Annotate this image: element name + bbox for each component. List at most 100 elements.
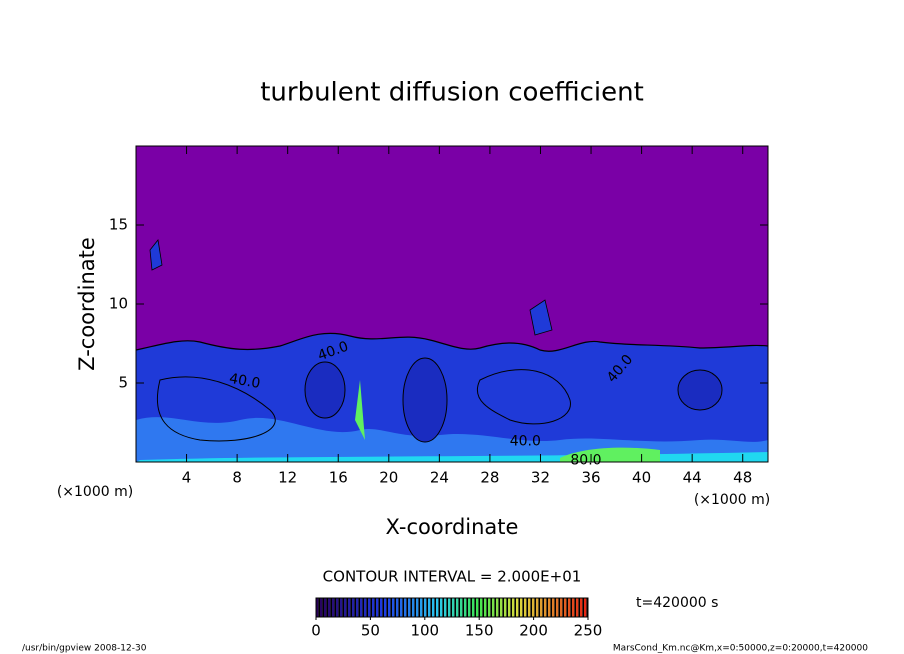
colorbar-stripe-gap bbox=[506, 598, 508, 617]
colorbar-stripe bbox=[420, 598, 423, 617]
colorbar-stripe-gap bbox=[446, 598, 448, 617]
footer-right: MarsCond_Km.nc@Km,x=0:50000,z=0:20000,t=… bbox=[613, 644, 868, 654]
colorbar-stripe bbox=[456, 598, 459, 617]
contour-field bbox=[136, 146, 768, 462]
colorbar-stripe bbox=[564, 598, 567, 617]
colorbar-stripe bbox=[332, 598, 335, 617]
x-unit-right: (×1000 m) bbox=[694, 492, 770, 508]
x-tick-label: 36 bbox=[581, 469, 600, 487]
colorbar-stripe-gap bbox=[566, 598, 568, 617]
colorbar-stripe bbox=[408, 598, 411, 617]
colorbar-stripe-gap bbox=[498, 598, 500, 617]
colorbar-stripe bbox=[536, 598, 539, 617]
colorbar-stripe bbox=[436, 598, 439, 617]
colorbar-stripe-gap bbox=[386, 598, 388, 617]
colorbar-stripe bbox=[324, 598, 327, 617]
x-tick-label: 48 bbox=[733, 469, 752, 487]
colorbar-stripe bbox=[484, 598, 487, 617]
colorbar-stripe-gap bbox=[402, 598, 404, 617]
colorbar-stripe-gap bbox=[462, 598, 464, 617]
x-tick-label: 24 bbox=[430, 469, 449, 487]
colorbar-stripe bbox=[488, 598, 491, 617]
colorbar-stripe bbox=[468, 598, 471, 617]
colorbar-stripe bbox=[404, 598, 407, 617]
colorbar-stripe-gap bbox=[546, 598, 548, 617]
colorbar-stripe-gap bbox=[326, 598, 328, 617]
colorbar-stripe-gap bbox=[454, 598, 456, 617]
colorbar-tick-label: 100 bbox=[410, 622, 439, 640]
chart-title: turbulent diffusion coefficient bbox=[260, 78, 644, 108]
colorbar-stripe bbox=[392, 598, 395, 617]
colorbar-stripe-gap bbox=[562, 598, 564, 617]
colorbar-stripe-gap bbox=[510, 598, 512, 617]
colorbar-stripe bbox=[520, 598, 523, 617]
colorbar-stripe-gap bbox=[486, 598, 488, 617]
colorbar-stripe-gap bbox=[450, 598, 452, 617]
colorbar-stripe-gap bbox=[370, 598, 372, 617]
colorbar-stripe-gap bbox=[578, 598, 580, 617]
colorbar-stripe-gap bbox=[482, 598, 484, 617]
x-tick-label: 40 bbox=[632, 469, 651, 487]
colorbar-stripe bbox=[344, 598, 347, 617]
y-tick-label: 10 bbox=[109, 295, 128, 313]
colorbar-stripe bbox=[552, 598, 555, 617]
colorbar-stripe bbox=[368, 598, 371, 617]
colorbar-stripe-gap bbox=[358, 598, 360, 617]
colorbar-stripe bbox=[400, 598, 403, 617]
colorbar-stripe bbox=[388, 598, 391, 617]
colorbar-stripe-gap bbox=[502, 598, 504, 617]
colorbar-stripe-gap bbox=[438, 598, 440, 617]
colorbar-stripe bbox=[544, 598, 547, 617]
colorbar-stripe bbox=[576, 598, 579, 617]
colorbar-stripe-gap bbox=[418, 598, 420, 617]
x-tick-label: 4 bbox=[182, 469, 192, 487]
colorbar-stripe bbox=[500, 598, 503, 617]
colorbar-stripe bbox=[556, 598, 559, 617]
footer-left: /usr/bin/gpview 2008-12-30 bbox=[22, 644, 147, 654]
colorbar-stripe-gap bbox=[410, 598, 412, 617]
colorbar-stripe bbox=[340, 598, 343, 617]
colorbar-stripe bbox=[320, 598, 323, 617]
colorbar-stripe-gap bbox=[442, 598, 444, 617]
colorbar-stripe bbox=[452, 598, 455, 617]
colorbar-stripe-gap bbox=[514, 598, 516, 617]
colorbar-stripe bbox=[572, 598, 575, 617]
colorbar-stripe-gap bbox=[322, 598, 324, 617]
colorbar-stripe-gap bbox=[494, 598, 496, 617]
colorbar-stripe-gap bbox=[382, 598, 384, 617]
colorbar-stripe bbox=[492, 598, 495, 617]
colorbar-stripe bbox=[440, 598, 443, 617]
colorbar-stripe bbox=[444, 598, 447, 617]
colorbar-stripe-gap bbox=[586, 598, 588, 617]
colorbar-stripe bbox=[548, 598, 551, 617]
colorbar-stripe bbox=[364, 598, 367, 617]
colorbar-stripe-gap bbox=[518, 598, 520, 617]
colorbar-stripe bbox=[472, 598, 475, 617]
colorbar-stripe-gap bbox=[522, 598, 524, 617]
colorbar-stripe bbox=[352, 598, 355, 617]
colorbar-stripe-gap bbox=[406, 598, 408, 617]
colorbar-stripe-gap bbox=[350, 598, 352, 617]
colorbar-stripe bbox=[516, 598, 519, 617]
colorbar-stripe bbox=[448, 598, 451, 617]
colorbar-stripe-gap bbox=[330, 598, 332, 617]
contour-label: 80.0 bbox=[570, 452, 601, 468]
y-axis-title: Z-coordinate bbox=[75, 237, 99, 371]
x-tick-label: 44 bbox=[683, 469, 702, 487]
colorbar-stripe-gap bbox=[378, 598, 380, 617]
colorbar-stripe-gap bbox=[570, 598, 572, 617]
colorbar-stripe-gap bbox=[338, 598, 340, 617]
colorbar-stripe bbox=[480, 598, 483, 617]
y-tick-label: 15 bbox=[109, 216, 128, 234]
x-tick-label: 8 bbox=[232, 469, 242, 487]
colorbar-stripe-gap bbox=[398, 598, 400, 617]
time-label: t=420000 s bbox=[636, 595, 718, 611]
colorbar-stripe-gap bbox=[390, 598, 392, 617]
colorbar-stripe bbox=[560, 598, 563, 617]
x-axis-title: X-coordinate bbox=[386, 515, 519, 539]
colorbar-tick-label: 0 bbox=[311, 622, 321, 640]
colorbar-stripe bbox=[316, 598, 319, 617]
colorbar-stripe bbox=[412, 598, 415, 617]
x-tick-label: 16 bbox=[329, 469, 348, 487]
